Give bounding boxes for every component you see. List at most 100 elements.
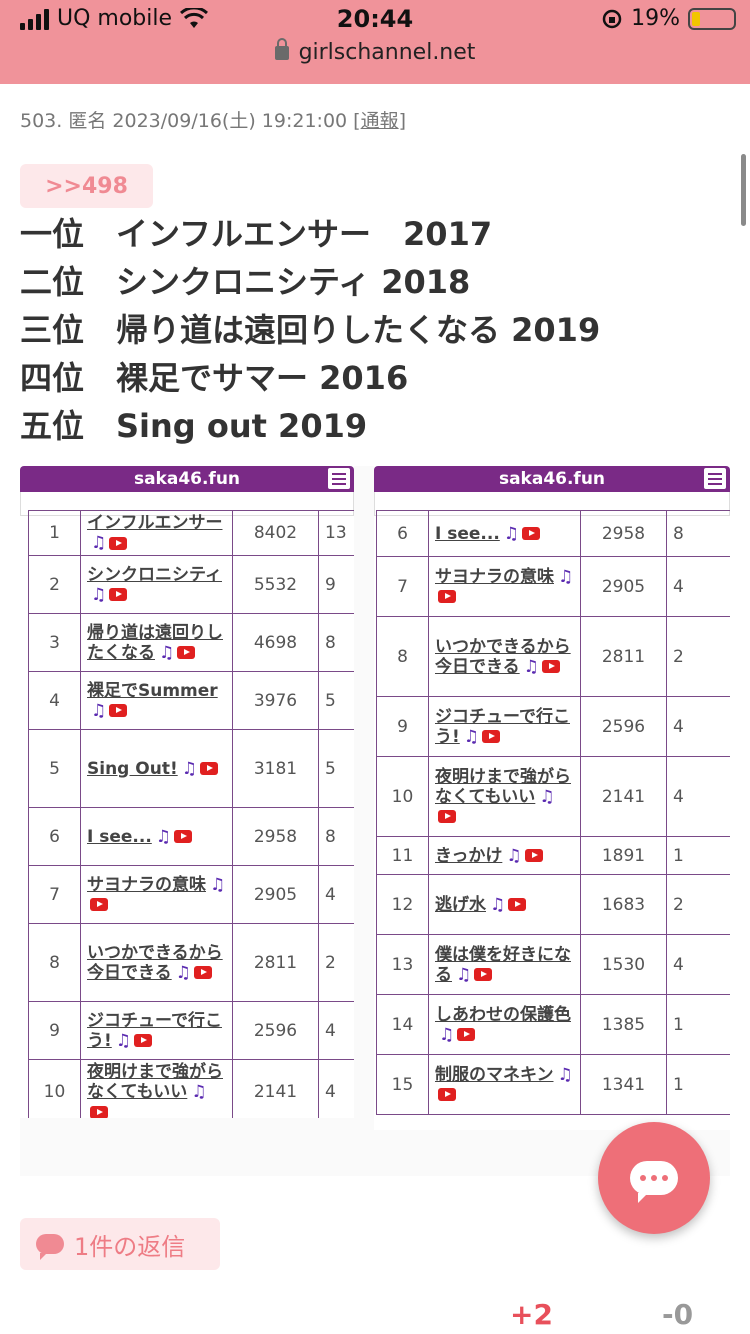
reply-anchor-link[interactable]: >>498 (20, 164, 153, 208)
song-title-link[interactable]: I see... (87, 826, 152, 847)
music-note-icon[interactable]: ♫ (506, 845, 522, 866)
song-cell[interactable]: 僕は僕を好きになる ♫ (428, 934, 581, 995)
play-count: 2811 (232, 923, 319, 1002)
music-note-icon[interactable]: ♫ (523, 656, 539, 677)
youtube-icon[interactable] (174, 830, 193, 843)
minus-vote-button[interactable]: -0 (662, 1298, 694, 1331)
attached-image[interactable]: saka46.fun 1 インフルエンサー♫ 8402 13 2 シンクロニシティ♫ 553… (20, 466, 730, 1176)
youtube-icon[interactable] (90, 898, 108, 911)
song-title-link[interactable]: いつかできるから今日できる (435, 636, 571, 677)
song-cell[interactable]: Sing Out! ♫ (80, 729, 233, 808)
music-note-icon[interactable]: ♫ (490, 894, 506, 915)
comment-body: 一位 インフルエンサー 2017 二位 シンクロニシティ 2018 三位 帰り道… (20, 212, 600, 452)
music-note-icon[interactable]: ♫ (159, 642, 175, 663)
song-title-link[interactable]: 帰り道は遠回りしたくなる (87, 622, 223, 663)
youtube-icon[interactable] (457, 1028, 476, 1041)
song-title-link[interactable]: 逃げ水 (435, 894, 486, 915)
song-title-link[interactable]: 裸足でSummer (87, 680, 218, 701)
song-cell[interactable]: 制服のマネキン ♫ (428, 1054, 581, 1115)
song-cell[interactable]: インフルエンサー♫ (80, 510, 233, 556)
song-cell[interactable]: 夜明けまで強がらなくてもいい ♫ (428, 756, 581, 837)
youtube-icon[interactable] (109, 536, 128, 550)
music-note-icon[interactable]: ♫ (557, 1064, 573, 1085)
ranking-row: 3 帰り道は遠回りしたくなる ♫ 4698 8 (28, 613, 354, 672)
song-cell[interactable]: いつかできるから今日できる ♫ (428, 616, 581, 697)
youtube-icon[interactable] (90, 1105, 108, 1118)
youtube-icon[interactable] (134, 1034, 153, 1047)
youtube-icon[interactable] (524, 849, 543, 862)
song-cell[interactable]: I see... ♫ (428, 510, 581, 557)
song-cell[interactable]: 逃げ水 ♫ (428, 874, 581, 935)
youtube-icon[interactable] (522, 527, 541, 540)
music-note-icon[interactable]: ♫ (539, 786, 555, 807)
music-note-icon[interactable]: ♫ (91, 700, 107, 721)
youtube-icon[interactable] (193, 966, 212, 979)
youtube-icon[interactable] (508, 898, 527, 911)
music-note-icon[interactable]: ♫ (558, 566, 574, 587)
song-title-link[interactable]: いつかできるから今日できる (87, 942, 223, 983)
play-count: 2905 (580, 556, 667, 617)
song-cell[interactable]: 帰り道は遠回りしたくなる ♫ (80, 613, 233, 672)
song-cell[interactable]: しあわせの保護色♫ (428, 994, 581, 1055)
song-cell[interactable]: いつかできるから今日できる ♫ (80, 923, 233, 1002)
song-title-link[interactable]: ジコチューで行こう! (435, 706, 570, 747)
song-cell[interactable]: ジコチューで行こう! ♫ (80, 1001, 233, 1060)
play-count: 3181 (232, 729, 319, 808)
song-cell[interactable]: きっかけ ♫ (428, 836, 581, 875)
song-title-link[interactable]: ジコチューで行こう! (87, 1010, 222, 1051)
song-title-link[interactable]: 夜明けまで強がらなくてもいい (435, 766, 571, 807)
song-cell[interactable]: サヨナラの意味 ♫ (428, 556, 581, 617)
ranking-row: 9 ジコチューで行こう! ♫ 2596 4 (376, 696, 730, 757)
youtube-icon[interactable] (438, 810, 456, 823)
music-note-icon[interactable]: ♫ (439, 1024, 455, 1045)
youtube-icon[interactable] (541, 660, 560, 673)
song-title-link[interactable]: サヨナラの意味 (87, 874, 206, 895)
music-note-icon[interactable]: ♫ (175, 962, 191, 983)
music-note-icon[interactable]: ♫ (210, 874, 226, 895)
youtube-icon[interactable] (199, 762, 218, 775)
song-cell[interactable]: シンクロニシティ♫ (80, 555, 233, 614)
music-note-icon[interactable]: ♫ (155, 826, 172, 847)
ranking-row: 8 いつかできるから今日できる ♫ 2811 2 (28, 923, 354, 1002)
song-title-link[interactable]: 僕は僕を好きになる (435, 944, 571, 985)
post-comment-button[interactable] (598, 1122, 710, 1234)
music-note-icon[interactable]: ♫ (503, 523, 520, 544)
rank-number: 7 (376, 556, 429, 617)
replies-button[interactable]: 1件の返信 (20, 1218, 220, 1270)
extra-count: 4 (666, 934, 730, 995)
youtube-icon[interactable] (109, 588, 128, 601)
song-title-link[interactable]: サヨナラの意味 (435, 566, 554, 587)
song-cell[interactable]: 夜明けまで強がらなくてもいい ♫ (80, 1059, 233, 1118)
song-title-link[interactable]: 夜明けまで強がらなくてもいい (87, 1062, 223, 1102)
song-title-link[interactable]: I see... (435, 523, 500, 544)
song-title-link[interactable]: きっかけ (435, 845, 503, 866)
song-title-link[interactable]: インフルエンサー (87, 513, 223, 533)
youtube-icon[interactable] (438, 1088, 456, 1101)
plus-vote-button[interactable]: +2 (510, 1298, 553, 1331)
youtube-icon[interactable] (438, 590, 456, 603)
music-note-icon[interactable]: ♫ (91, 533, 107, 553)
youtube-icon[interactable] (109, 704, 128, 717)
youtube-icon[interactable] (177, 646, 196, 659)
song-title-link[interactable]: しあわせの保護色 (435, 1004, 571, 1025)
music-note-icon[interactable]: ♫ (115, 1030, 132, 1051)
song-cell[interactable]: サヨナラの意味 ♫ (80, 865, 233, 924)
song-title-link[interactable]: シンクロニシティ (87, 564, 222, 585)
music-note-icon[interactable]: ♫ (191, 1082, 207, 1102)
music-note-icon[interactable]: ♫ (181, 758, 197, 779)
music-note-icon[interactable]: ♫ (456, 964, 472, 985)
song-cell[interactable]: ジコチューで行こう! ♫ (428, 696, 581, 757)
youtube-icon[interactable] (482, 730, 501, 743)
song-title-link[interactable]: Sing Out! (87, 758, 178, 779)
address-bar[interactable]: girlschannel.net (0, 38, 750, 65)
music-note-icon[interactable]: ♫ (463, 726, 480, 747)
song-cell[interactable]: I see... ♫ (80, 807, 233, 866)
song-cell[interactable]: 裸足でSummer♫ (80, 671, 233, 730)
youtube-icon[interactable] (474, 968, 493, 981)
report-link[interactable]: 通報 (360, 110, 399, 132)
song-title-link[interactable]: 制服のマネキン (435, 1064, 554, 1085)
page-scrollbar[interactable] (741, 154, 746, 226)
play-count: 3976 (232, 671, 319, 730)
music-note-icon[interactable]: ♫ (91, 584, 107, 605)
rank-number: 14 (376, 994, 429, 1055)
